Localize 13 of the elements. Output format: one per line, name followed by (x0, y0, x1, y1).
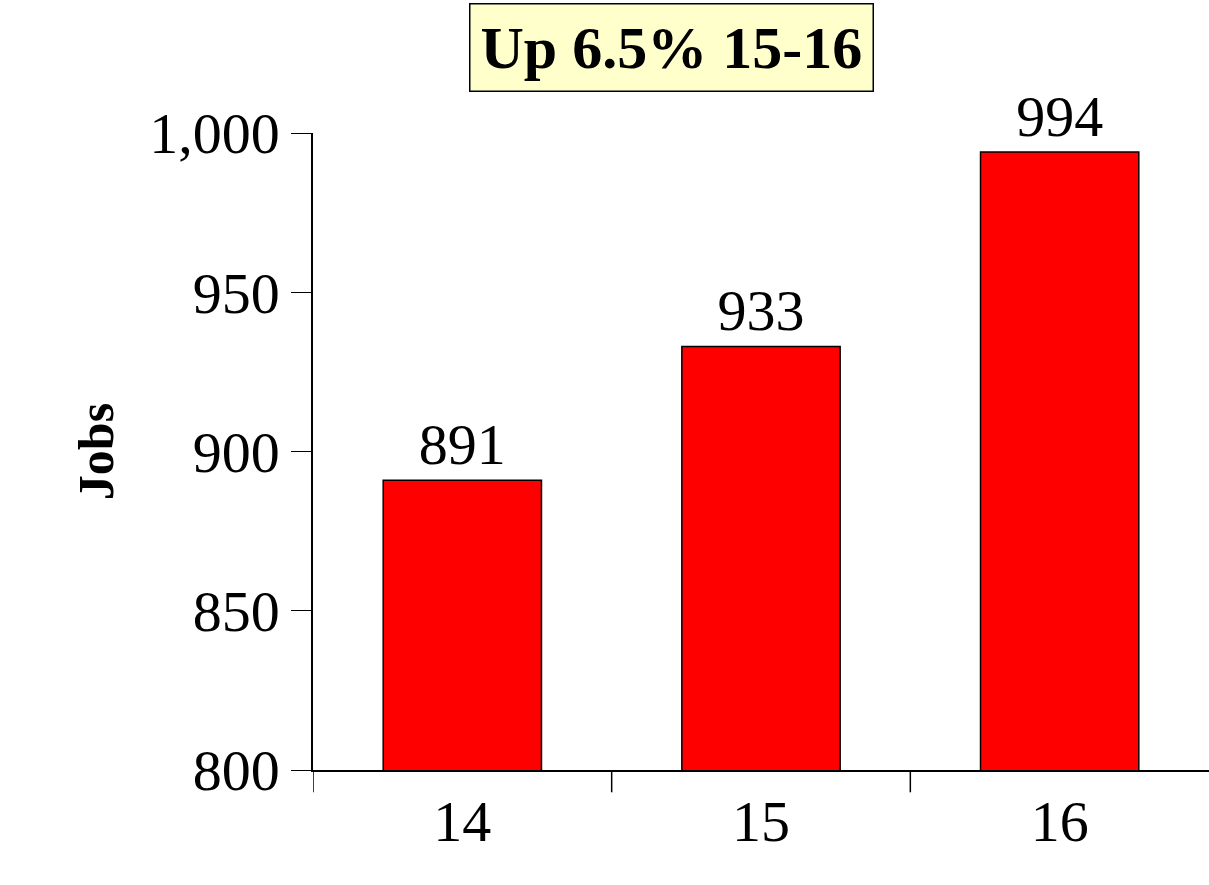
x-tick-label: 14 (433, 789, 492, 855)
data-label: 994 (1016, 84, 1104, 150)
y-tick-label: 850 (192, 579, 280, 645)
x-tick-label: 15 (732, 789, 790, 855)
y-axis-title: Jobs (67, 402, 124, 501)
data-label: 933 (717, 278, 805, 344)
y-tick-label: 1,000 (149, 101, 280, 167)
y-tick-label: 800 (192, 738, 280, 804)
y-tick-label: 950 (192, 260, 280, 326)
data-label: 891 (418, 412, 506, 478)
y-tick-label: 900 (192, 419, 280, 485)
x-tick-label: 16 (1030, 789, 1089, 855)
chart-title: Up 6.5% 15-16 (480, 14, 863, 81)
